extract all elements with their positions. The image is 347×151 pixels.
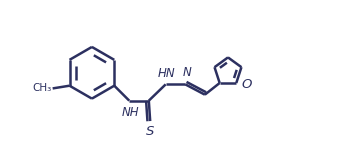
Text: HN: HN: [158, 67, 175, 80]
Text: CH₃: CH₃: [32, 83, 51, 93]
Text: N: N: [183, 66, 192, 79]
Text: O: O: [241, 78, 252, 91]
Text: S: S: [145, 125, 154, 138]
Text: NH: NH: [121, 106, 139, 119]
